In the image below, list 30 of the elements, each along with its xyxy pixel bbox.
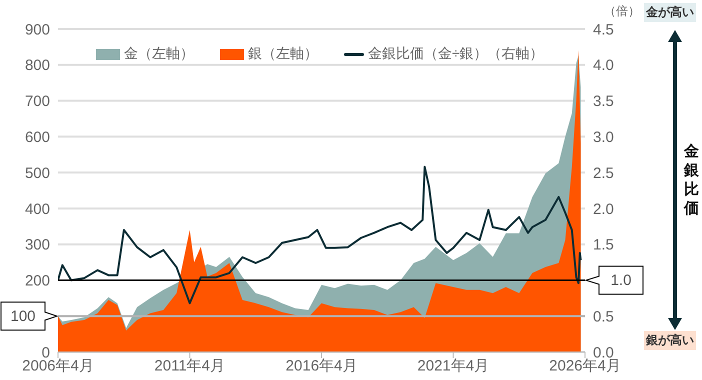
y-tick-label: 600: [24, 128, 50, 146]
y2-tick-label: 0.5: [593, 308, 614, 326]
y2-tick-label: 3.0: [593, 128, 614, 146]
line-series: [58, 166, 582, 304]
x-tick-label: 2026年4月: [549, 358, 621, 375]
y2-tick-label: 3.5: [593, 93, 614, 110]
y-tick-label: 200: [24, 272, 50, 290]
text: 銀が高い: [644, 331, 696, 350]
legend-label: 金（左軸）: [124, 45, 194, 63]
y-tick-label: 300: [24, 236, 50, 254]
x-tick-label: 2021年4月: [417, 358, 490, 375]
legend-label: 銀（左軸）: [248, 45, 318, 63]
y2-tick-label: 4.0: [593, 57, 614, 74]
y2-axis-title: （倍）: [604, 3, 640, 20]
y-tick-label: 900: [24, 21, 50, 38]
x-tick-label: 2016年4月: [286, 358, 358, 375]
y2-tick-label: 2.5: [593, 164, 614, 182]
text: 金が高い: [644, 3, 696, 22]
legend-label: 金銀比価（金÷銀）（右軸）: [368, 45, 544, 63]
y-tick-label: 500: [24, 164, 50, 182]
y-tick-label: 400: [24, 200, 50, 218]
y2-tick-label: 4.5: [593, 21, 614, 38]
y-tick-label: 700: [24, 93, 50, 110]
ref-line-label: 1.0: [610, 272, 632, 290]
x-tick-label: 2011年4月: [154, 358, 226, 375]
ref-line-label: 100: [10, 308, 36, 326]
y-tick-label: 800: [24, 57, 50, 74]
y2-tick-label: 2.0: [593, 200, 614, 218]
text: 金銀比価: [683, 142, 700, 218]
y2-tick-label: 1.5: [593, 236, 614, 254]
